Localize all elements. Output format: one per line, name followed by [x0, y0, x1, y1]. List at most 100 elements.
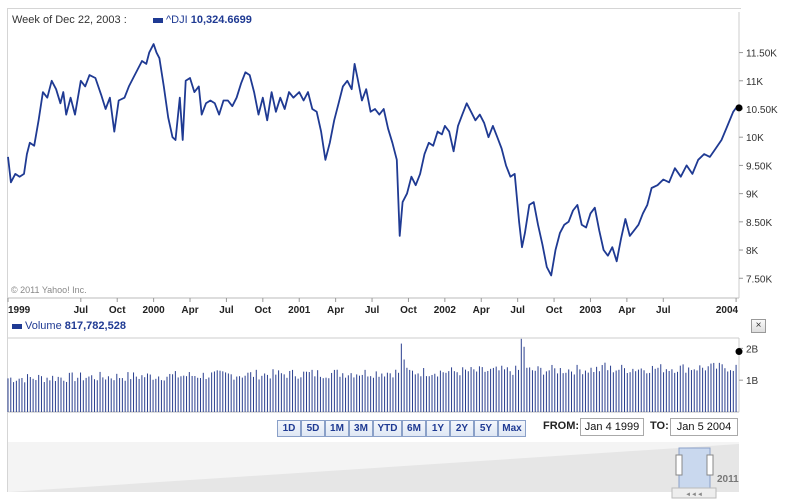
x-tick-label: Apr	[473, 305, 490, 316]
volume-bar	[149, 374, 151, 412]
volume-bar	[470, 367, 472, 412]
volume-bar	[292, 369, 294, 412]
volume-bar	[727, 371, 729, 412]
range-button-max[interactable]: Max	[498, 420, 526, 437]
range-button-5d[interactable]: 5D	[301, 420, 325, 437]
range-button-6m[interactable]: 6M	[402, 420, 426, 437]
range-button-ytd[interactable]: YTD	[373, 420, 402, 437]
volume-bar	[378, 376, 380, 412]
volume-bar	[601, 365, 603, 412]
volume-bar	[607, 370, 609, 412]
volume-bar	[85, 377, 87, 412]
volume-bar	[685, 372, 687, 412]
volume-bar	[531, 370, 533, 412]
volume-bar	[590, 367, 592, 412]
volume-bar	[303, 371, 305, 412]
volume-bar	[459, 375, 461, 412]
navigator-window[interactable]	[678, 447, 711, 491]
volume-bar	[38, 374, 40, 412]
volume-swatch	[12, 323, 22, 329]
volume-bar	[99, 371, 101, 412]
y-tick-label: 11K	[746, 77, 763, 88]
volume-bar	[46, 377, 48, 412]
volume-bar	[389, 373, 391, 412]
volume-bar	[716, 368, 718, 412]
range-button-2y[interactable]: 2Y	[450, 420, 474, 437]
volume-bar	[534, 370, 536, 412]
from-date-input[interactable]: Jan 4 1999	[580, 418, 644, 436]
range-button-1d[interactable]: 1D	[277, 420, 301, 437]
volume-bar	[116, 373, 118, 412]
volume-bar	[587, 372, 589, 412]
volume-bar	[718, 362, 720, 412]
range-button-1m[interactable]: 1M	[325, 420, 349, 437]
volume-bar	[476, 371, 478, 412]
volume-bar	[144, 377, 146, 412]
volume-bar	[414, 374, 416, 412]
volume-bar	[358, 375, 360, 412]
volume-bar	[105, 379, 107, 412]
volume-bar	[236, 376, 238, 412]
range-button-1y[interactable]: 1Y	[426, 420, 450, 437]
close-volume-button[interactable]: ×	[751, 319, 766, 333]
volume-bar	[456, 372, 458, 412]
volume-bar	[57, 376, 59, 412]
volume-bar	[498, 370, 500, 412]
volume-bar	[515, 365, 517, 412]
volume-bar	[624, 368, 626, 412]
volume-bar	[668, 370, 670, 412]
y-tick-label: 9.50K	[746, 161, 772, 172]
volume-bar	[163, 380, 165, 412]
volume-bar	[255, 369, 257, 412]
volume-bar	[66, 381, 68, 412]
navigator-left-handle[interactable]	[675, 454, 683, 476]
navigator-right-handle[interactable]	[706, 454, 714, 476]
volume-bar	[517, 369, 519, 412]
volume-bar	[637, 369, 639, 412]
navigator-scrollbar[interactable]	[671, 487, 717, 499]
range-button-3m[interactable]: 3M	[349, 420, 373, 437]
volume-bar	[24, 382, 26, 412]
volume-bar	[244, 375, 246, 412]
volume-bar	[565, 372, 567, 412]
volume-bar	[398, 372, 400, 412]
volume-bar	[27, 374, 29, 412]
volume-bar	[146, 373, 148, 412]
volume-bar	[18, 378, 20, 412]
volume-bar	[690, 370, 692, 412]
volume-bar	[186, 376, 188, 412]
volume-bar	[107, 376, 109, 412]
volume-bar	[29, 377, 31, 412]
volume-bar	[250, 372, 252, 412]
volume-bar	[423, 368, 425, 412]
volume-bar	[169, 373, 171, 412]
volume-tick-label: 1B	[746, 376, 759, 387]
volume-bar	[350, 373, 352, 412]
volume-bar	[693, 369, 695, 412]
y-tick-label: 8K	[746, 246, 759, 257]
volume-bar	[501, 365, 503, 412]
volume-bar	[174, 371, 176, 412]
volume-bar	[417, 373, 419, 412]
volume-bar	[523, 346, 525, 412]
volume-bar	[367, 376, 369, 412]
volume-bar	[225, 372, 227, 412]
volume-bar	[551, 364, 553, 412]
volume-bar	[481, 367, 483, 412]
volume-bar	[704, 370, 706, 412]
volume-bar	[77, 377, 79, 412]
volume-bar	[520, 338, 522, 412]
y-tick-label: 7.50K	[746, 274, 772, 285]
volume-bar	[593, 372, 595, 412]
volume-bar	[699, 365, 701, 412]
to-date-input[interactable]: Jan 5 2004	[670, 418, 738, 436]
volume-bar	[325, 377, 327, 412]
volume-bar	[439, 370, 441, 412]
volume-bar	[537, 366, 539, 412]
x-tick-label: Jul	[74, 305, 89, 316]
range-button-5y[interactable]: 5Y	[474, 420, 498, 437]
x-tick-label: Jul	[656, 305, 671, 316]
volume-bar	[205, 378, 207, 412]
volume-value: 817,782,528	[64, 320, 126, 332]
